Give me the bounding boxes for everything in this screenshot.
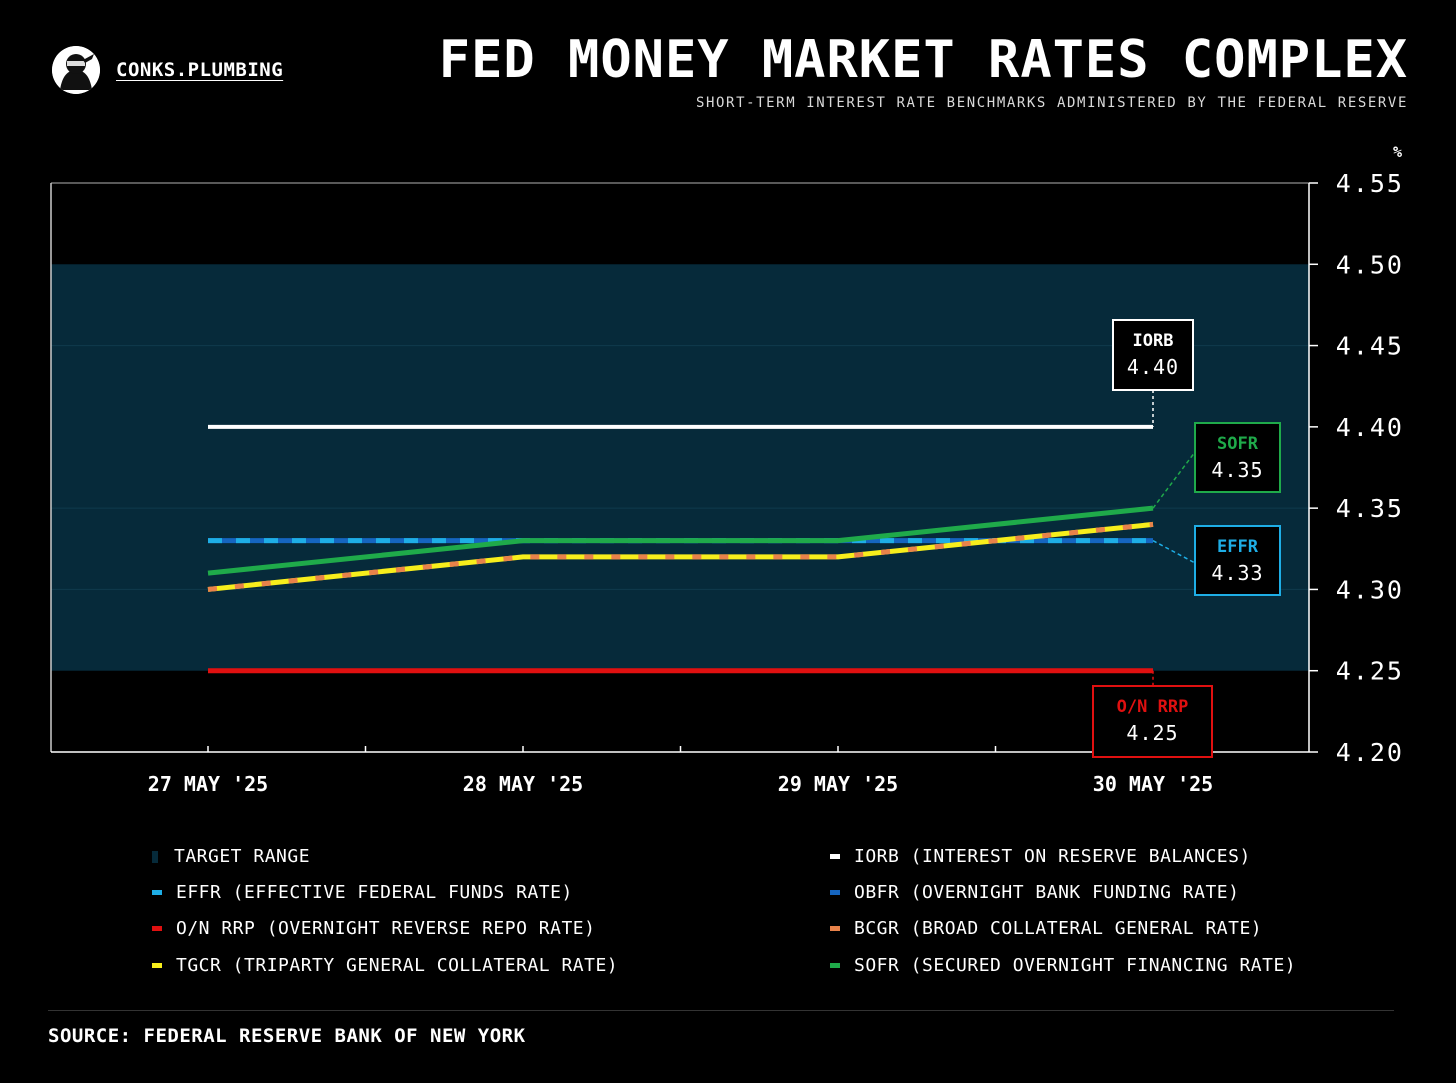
legend-label: IORB (INTEREST ON RESERVE BALANCES) [854,846,1251,867]
legend-label: TGCR (TRIPARTY GENERAL COLLATERAL RATE) [176,955,619,976]
legend-swatch [830,890,840,895]
legend-swatch [830,926,840,931]
footer-divider [48,1010,1394,1011]
legend-item: SOFR (SECURED OVERNIGHT FINANCING RATE) [830,955,1296,976]
y-tick-label: 4.50 [1336,250,1404,279]
target-range-band [51,264,1309,671]
y-tick-label: 4.45 [1336,332,1404,361]
y-tick-label: 4.25 [1336,657,1404,686]
sofr-callout-name: SOFR [1217,434,1259,454]
onrrp-callout-value: 4.25 [1126,721,1178,745]
y-unit-label: % [1393,143,1402,161]
legend-label: O/N RRP (OVERNIGHT REVERSE REPO RATE) [176,918,596,939]
legend-item: O/N RRP (OVERNIGHT REVERSE REPO RATE) [152,918,595,939]
onrrp-callout-box [1092,685,1213,758]
legend-swatch [152,963,162,968]
legend-item: EFFR (EFFECTIVE FEDERAL FUNDS RATE) [152,882,573,903]
effr-callout-name: EFFR [1217,537,1259,557]
sofr-leader [1152,451,1196,509]
effr-leader [1152,539,1196,564]
legend-swatch [152,890,162,895]
legend-label: EFFR (EFFECTIVE FEDERAL FUNDS RATE) [176,882,573,903]
legend-label: BCGR (BROAD COLLATERAL GENERAL RATE) [854,918,1263,939]
iorb-callout-value: 4.40 [1127,355,1179,379]
legend-swatch [152,850,158,863]
legend-swatch [152,926,162,931]
legend-label: OBFR (OVERNIGHT BANK FUNDING RATE) [854,882,1240,903]
effr-callout-value: 4.33 [1211,561,1263,585]
y-tick-label: 4.20 [1336,738,1404,767]
sofr-callout-value: 4.35 [1211,458,1263,482]
legend-swatch [830,854,840,859]
chart-subtitle: SHORT-TERM INTEREST RATE BENCHMARKS ADMI… [695,95,1408,111]
onrrp-callout-name: O/N RRP [1117,697,1189,717]
x-tick-label: 28 MAY '25 [463,772,583,796]
y-tick-label: 4.30 [1336,575,1404,604]
legend-item: TARGET RANGE [152,846,310,867]
legend-item: BCGR (BROAD COLLATERAL GENERAL RATE) [830,918,1262,939]
legend-item: IORB (INTEREST ON RESERVE BALANCES) [830,846,1251,867]
legend-label: TARGET RANGE [174,846,311,867]
sofr-line [207,505,1154,576]
ninja-avatar-icon [52,46,100,94]
effr-callout-box [1194,525,1281,596]
chart-title: FED MONEY MARKET RATES COMPLEX [438,30,1408,90]
brand: CONKS.PLUMBING [52,46,283,94]
sofr-callout-box [1194,422,1281,493]
x-tick-label: 29 MAY '25 [778,772,898,796]
iorb-callout-box [1112,319,1194,391]
x-tick-label: 27 MAY '25 [148,772,268,796]
y-tick-label: 4.40 [1336,413,1404,442]
legend-item: TGCR (TRIPARTY GENERAL COLLATERAL RATE) [152,955,618,976]
y-tick-label: 4.35 [1336,494,1404,523]
iorb-callout-name: IORB [1133,331,1174,351]
legend-label: SOFR (SECURED OVERNIGHT FINANCING RATE) [854,955,1297,976]
legend-swatch [830,963,840,968]
y-tick-label: 4.55 [1336,169,1404,198]
x-tick-label: 30 MAY '25 [1093,772,1213,796]
brand-name[interactable]: CONKS.PLUMBING [116,59,284,81]
legend-item: OBFR (OVERNIGHT BANK FUNDING RATE) [830,882,1239,903]
source-note: SOURCE: FEDERAL RESERVE BANK OF NEW YORK [48,1025,526,1047]
bgcr-line [207,521,1154,592]
